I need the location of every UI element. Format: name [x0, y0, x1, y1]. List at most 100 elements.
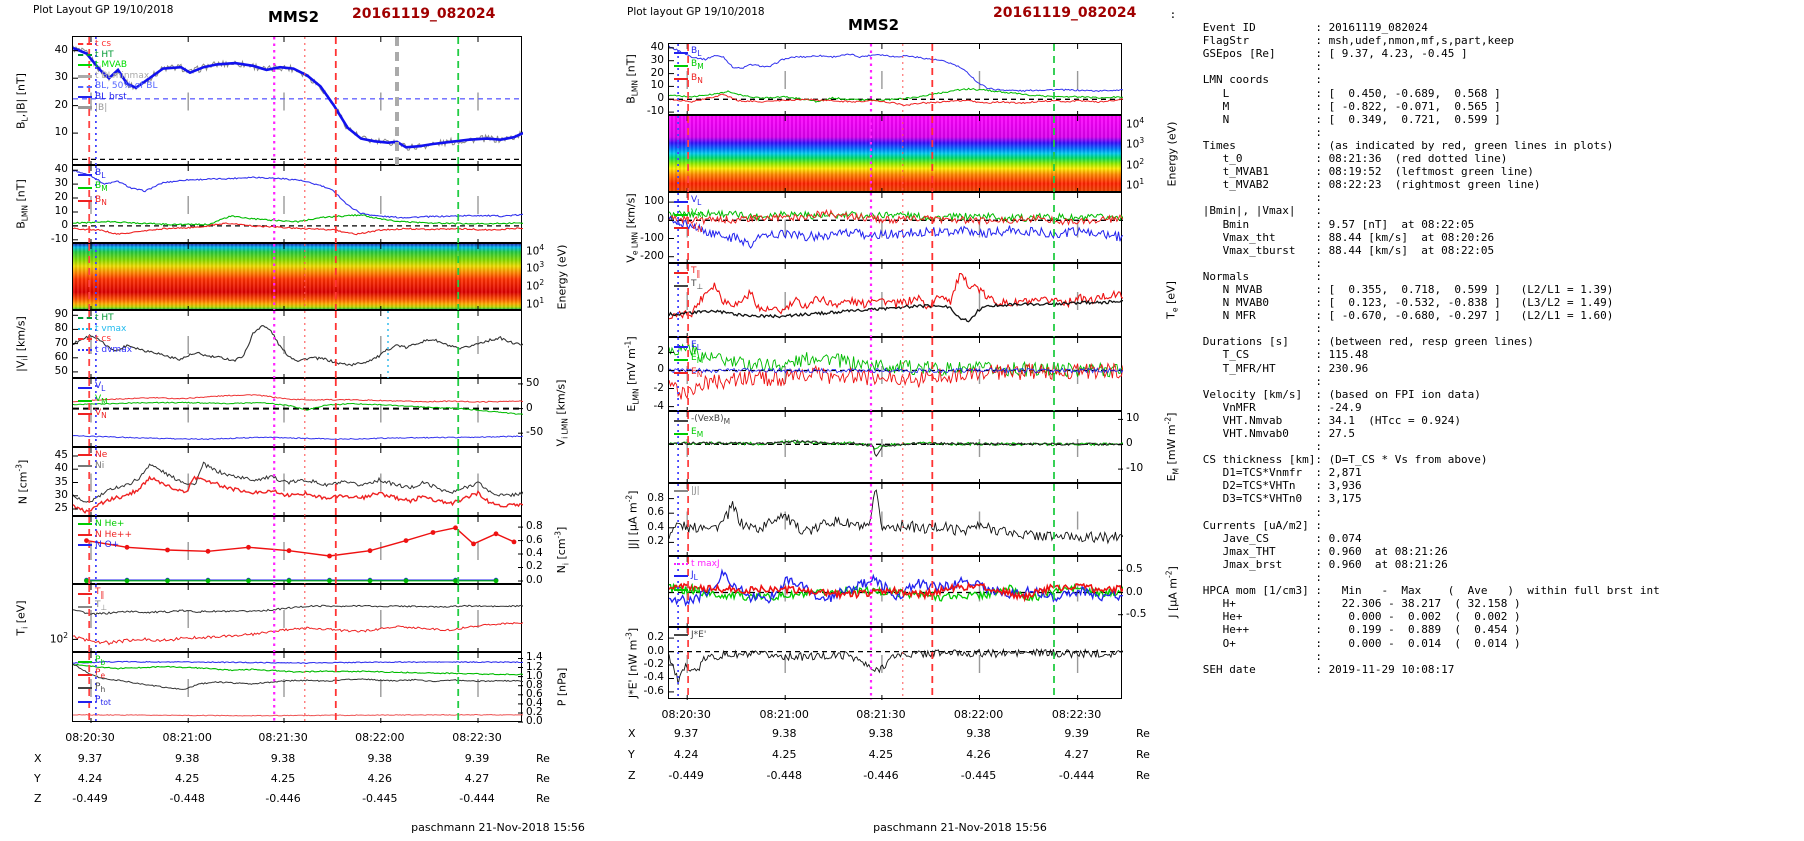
- legend-swatch: [78, 85, 92, 88]
- y-tick-right: 0.8: [526, 678, 543, 691]
- legend-swatch: [674, 227, 688, 230]
- y-tick: 80: [54, 322, 68, 335]
- legend-label: VL: [95, 381, 106, 393]
- panel-pressure: [72, 652, 523, 723]
- info-line: :: [1163, 505, 1322, 519]
- legend-label: BL: [691, 46, 702, 58]
- legend-label: BN: [95, 194, 107, 207]
- coord-value: -0.446: [265, 792, 301, 805]
- coord-value: 4.25: [174, 772, 200, 785]
- plot-area-jdote: [669, 628, 1123, 700]
- info-line: L : [ 0.450, -0.689, 0.568 ]: [1163, 86, 1501, 100]
- coord-value: 4.27: [464, 772, 490, 785]
- legend-label: Ni: [95, 460, 105, 471]
- info-line: HPCA mom [1/cm3] : Min - Max ( Ave ) wit…: [1163, 584, 1660, 598]
- legend-item: BN: [674, 73, 704, 86]
- y-tick-right: 104: [526, 242, 545, 257]
- y-tick-right: 1.2: [526, 660, 543, 673]
- coord-value: 4.26: [966, 748, 991, 761]
- y-tick-right: 0.8: [526, 520, 543, 533]
- panel-ve-lmn: [668, 192, 1123, 264]
- legend-swatch: [674, 419, 688, 422]
- legend-item: BM: [78, 181, 108, 194]
- legend-swatch: [78, 53, 92, 56]
- legend-label: BL: [95, 168, 106, 180]
- plot-area-pressure: [73, 653, 523, 723]
- time-tick-label: 08:22:00: [953, 708, 1004, 721]
- info-line: GSEpos [Re] : [ 9.37, 4.23, -0.45 ]: [1163, 47, 1468, 61]
- y-tick: 0: [657, 92, 664, 105]
- panel-e-lmn: [668, 337, 1123, 412]
- legend-ti: T‖ T⊥: [78, 587, 107, 614]
- legend-label: VN: [95, 407, 107, 420]
- y-tick: 70: [54, 336, 68, 349]
- y-tick-right: -50: [526, 426, 544, 439]
- y-tick: 10: [54, 204, 68, 217]
- panel-ion-energy-spectrogram: [72, 243, 522, 311]
- info-line: Jave_CS : 0.074: [1163, 531, 1362, 545]
- info-line: D3=TCS*VHTn0 : 3,175: [1163, 492, 1362, 506]
- info-line: N : [ 0.349, 0.721, 0.599 ]: [1163, 112, 1501, 126]
- legend-item: t MVAB: [78, 60, 158, 71]
- y-tick: -0.2: [643, 658, 665, 670]
- time-tick-label: 08:20:30: [661, 708, 711, 721]
- info-line: :: [1163, 571, 1322, 585]
- legend-swatch: [674, 285, 688, 288]
- legend-item: BN: [78, 195, 108, 208]
- info-line: M : [ -0.822, -0.071, 0.565 ]: [1163, 99, 1501, 113]
- info-line: N MFR : [ -0.670, -0.680, -0.297 ] (L2/L…: [1163, 309, 1614, 323]
- legend-item: VN: [78, 408, 108, 421]
- y-axis-label-jmag: |J| [µA m-2]: [624, 490, 640, 549]
- coord-value: 4.26: [367, 772, 393, 785]
- time-tick-label: 08:21:00: [759, 708, 809, 721]
- y-tick: -0.6: [643, 684, 665, 697]
- middle-event-id: 20161119_082024: [993, 5, 1137, 21]
- coord-value: 9.38: [270, 752, 296, 765]
- legend-label: |J|: [691, 486, 700, 496]
- legend-b-lmn: BL BM BN: [78, 168, 108, 208]
- legend-swatch: [78, 687, 92, 690]
- panel-density: [72, 447, 523, 517]
- legend-item: JL: [674, 570, 720, 583]
- legend-label: EL: [691, 340, 701, 352]
- info-line: N MVAB : [ 0.355, 0.718, 0.599 ] (L2/L1 …: [1163, 282, 1614, 296]
- y-tick-right: 50: [526, 376, 540, 389]
- info-line: VHT.Nmvab : 34.1 (HTcc = 0.924): [1163, 413, 1462, 427]
- plot-area-b-lmn-burst: [669, 44, 1123, 116]
- legend-item: J*E': [674, 630, 706, 641]
- y-tick-right: 0.0: [526, 573, 543, 586]
- y-axis-label-ve-lmn: Ve LMN [km/s]: [624, 192, 640, 263]
- right-axis-label-ion-energy-spectrogram: Energy (eV): [555, 244, 569, 309]
- coord-value: -0.445: [960, 769, 997, 782]
- legend-label: -(VexB)M: [691, 414, 731, 426]
- legend-item: |J|: [674, 486, 700, 497]
- coord-value: 9.38: [771, 727, 797, 740]
- legend-item: BL: [78, 168, 108, 181]
- info-line: Currents [uA/m2] :: [1163, 518, 1322, 532]
- legend-label: EN: [691, 366, 703, 379]
- legend-item: BL: [674, 46, 704, 59]
- legend-item: t cs: [78, 39, 158, 50]
- y-tick-right: 0: [1126, 437, 1133, 450]
- plot-area-te: [669, 264, 1123, 338]
- info-line: Normals :: [1163, 269, 1322, 283]
- coord-value: 9.37: [673, 727, 699, 740]
- y-tick: 30: [54, 177, 68, 190]
- info-line: FlagStr : msh,udef,nmon,mf,s,part,keep: [1163, 34, 1514, 48]
- info-line: t_0 : 08:21:36 (red dotted line): [1163, 152, 1508, 166]
- y-tick: 60: [54, 350, 68, 363]
- legend-item: JM: [674, 583, 720, 596]
- legend-swatch: [674, 634, 688, 637]
- y-tick-right: 104: [1126, 115, 1145, 130]
- y-tick: -10: [50, 232, 68, 245]
- right-axis-label-electron-energy-spectrogram: Energy (eV): [1165, 121, 1179, 186]
- info-line: Jmax_brst : 0.960 at 08:21:26: [1163, 557, 1448, 571]
- middle-spacecraft-title: MMS2: [848, 16, 900, 34]
- info-line: :: [1163, 649, 1322, 663]
- legend-swatch: [78, 64, 92, 67]
- legend-e-lmn: EL EM EN: [674, 340, 703, 380]
- y-tick-right: 101: [1126, 177, 1145, 192]
- coord-unit: Re: [1136, 748, 1150, 761]
- y-tick: 45: [54, 448, 68, 461]
